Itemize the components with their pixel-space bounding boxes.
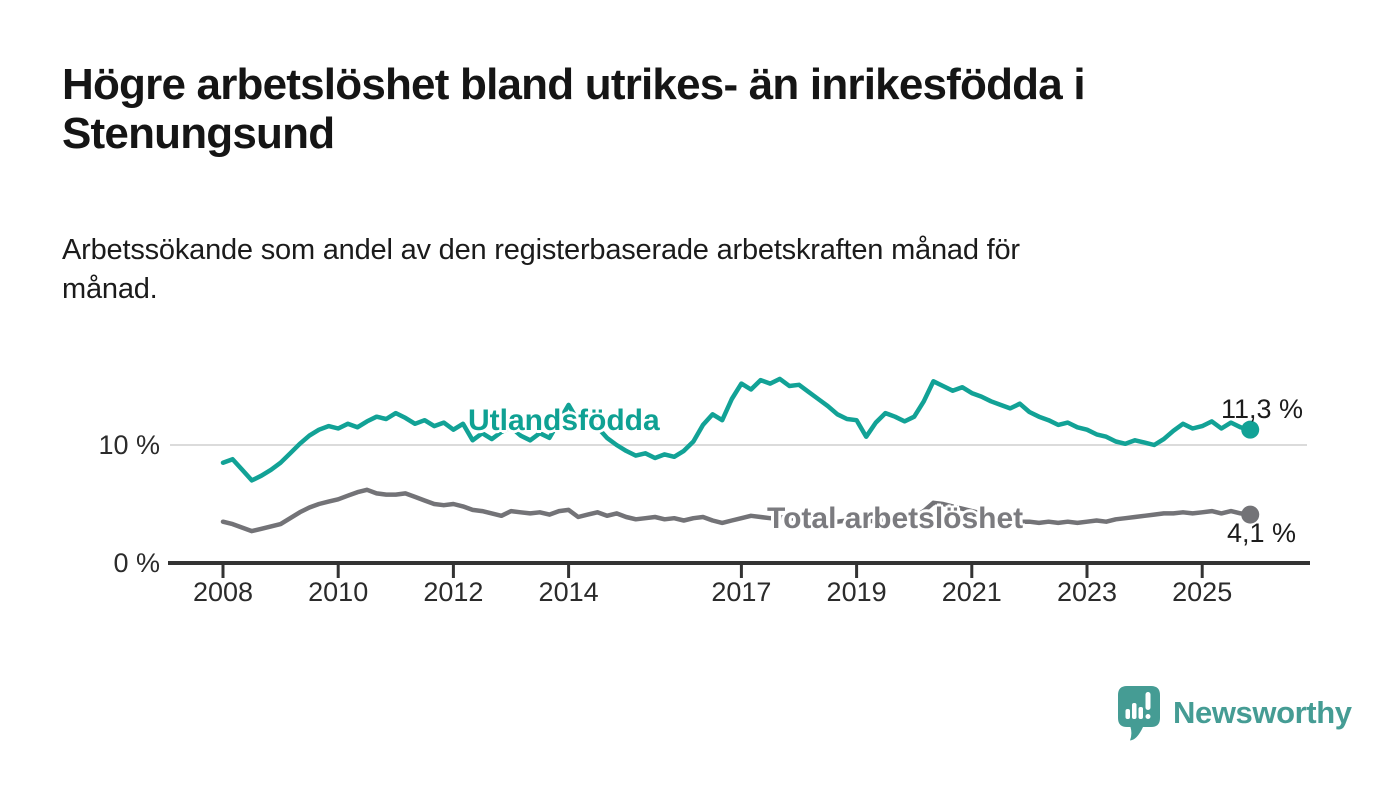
x-tick-label-2021: 2021 [941,577,1002,607]
page-title-line-1: Högre arbetslöshet bland utrikes- än inr… [62,60,1086,109]
chart-subtitle-line-1: Arbetssökande som andel av den registerb… [62,234,1020,266]
y-axis-label-10: 10 % [98,430,160,460]
y-axis-label-0: 0 % [113,548,160,578]
x-tick-label-2008: 2008 [192,577,254,607]
x-tick-label-2017: 2017 [711,577,772,607]
page-title-line-2: Stenungsund [62,109,335,158]
chart-subtitle-line-2: månad. [62,273,158,305]
series-line-utlandsfodda [220,376,1253,483]
series-end-dot-total-arbetsloshet [1241,505,1260,524]
series-line-total-arbetsloshet [220,487,1253,534]
x-tick-label-2010: 2010 [308,577,369,607]
x-tick-label-2014: 2014 [538,577,599,607]
newsworthy-logo-text: Newsworthy [1173,695,1352,730]
newsworthy-logo: Newsworthy [1116,684,1352,742]
page-title: Högre arbetslöshet bland utrikes- än inr… [62,60,1322,158]
series-label-total-arbetsloshet: Total arbetslöshet [767,502,1024,535]
x-tick-label-2025: 2025 [1172,577,1233,607]
end-value-label-total-arbetsloshet: 4,1 % [1227,518,1297,548]
newsworthy-logo-icon [1118,686,1160,741]
x-axis-labels: 2008 2010 2012 2014 2017 2019 2021 2023 2025 [0,577,1400,611]
series-label-utlandsfodda: Utlandsfödda [468,404,660,437]
series-end-dot-utlandsfodda [1241,420,1260,439]
x-tick-label-2019: 2019 [826,577,887,607]
x-tick-label-2012: 2012 [423,577,484,607]
chart-subtitle: Arbetssökande som andel av den registerb… [62,231,1282,309]
end-value-label-utlandsfodda: 11,3 % [1221,394,1304,424]
x-tick-label-2023: 2023 [1056,577,1118,607]
